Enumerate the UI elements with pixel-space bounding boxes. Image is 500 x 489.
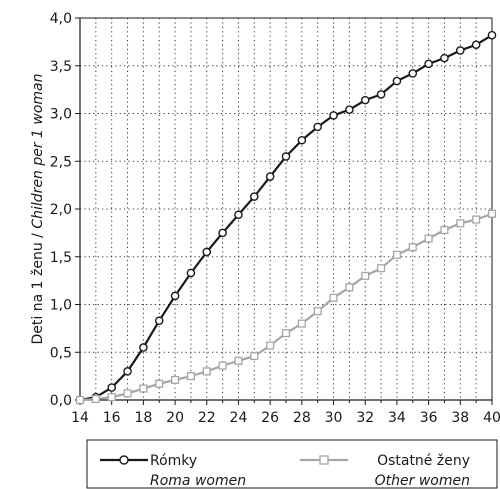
legend: Rómky Roma women Ostatné ženy Other wome… [86,439,498,489]
y-axis-label: Deti na 1 ženu / Children per 1 woman [30,73,46,344]
data-point-other [266,341,275,350]
data-point-other [202,367,211,376]
data-point-other [377,264,386,273]
legend-marker-other [319,455,329,465]
data-point-other [297,319,306,328]
data-point-other [75,395,85,405]
data-point-roma [107,383,116,392]
data-point-other [361,271,370,280]
data-point-other [440,225,449,235]
legend-label-roma: Rómky [150,453,197,469]
x-tick-label: 14 [71,410,89,426]
data-point-other [392,250,401,259]
data-point-other [234,356,243,365]
x-tick-label: 38 [451,410,469,426]
data-point-other [250,352,259,361]
y-tick-label: 2,5 [50,154,72,170]
data-point-other [218,361,227,370]
data-point-other [281,329,291,338]
y-axis-label-sk: Deti na 1 ženu [30,242,46,344]
y-tick-label: 1,0 [50,298,72,314]
data-point-other [171,375,180,384]
data-point-roma [250,192,259,201]
data-point-other [408,243,417,252]
x-tick-label: 30 [325,410,343,426]
data-point-other [456,219,465,228]
data-point-roma [345,105,354,114]
data-point-roma [456,46,465,55]
data-point-roma [313,122,322,132]
x-tick-label: 36 [420,410,438,426]
x-tick-label: 26 [261,410,279,426]
legend-box [86,439,498,489]
data-point-roma [329,111,338,120]
data-point-roma [376,90,386,99]
y-tick-label: 3,5 [50,59,72,75]
data-point-roma [392,76,402,86]
x-tick-label: 40 [483,410,500,426]
x-tick-labels: 14 16 18 20 22 24 26 28 30 32 34 36 38 40 [71,400,500,426]
data-point-other [345,283,354,292]
data-point-other [424,234,433,243]
data-point-other [107,393,116,402]
data-point-roma [424,59,433,69]
y-tick-labels: 0,0 0,5 1,0 1,5 2,0 2,5 3,0 3,5 4,0 [50,11,80,409]
data-point-other [472,215,481,224]
x-tick-label: 16 [103,410,121,426]
data-point-other [329,293,338,302]
legend-label-roma-en: Roma women [150,473,246,489]
data-point-roma [440,53,449,63]
x-tick-label: 24 [230,410,248,426]
data-point-other [123,389,132,398]
y-tick-label: 4,0 [50,11,72,27]
data-point-roma [170,291,180,301]
y-axis-label-en: Children per 1 woman [30,73,46,228]
y-tick-label: 3,0 [50,107,72,123]
data-point-other [313,307,322,316]
data-point-other [139,384,148,393]
x-tick-label: 32 [356,410,374,426]
legend-label-other: Ostatné ženy [377,453,470,469]
y-axis-label-separator: / [30,229,46,243]
data-point-roma [218,228,227,238]
data-point-roma [234,210,243,220]
legend-marker-roma [119,455,129,465]
data-point-roma [487,30,497,40]
series [75,30,497,405]
series-other [75,209,497,405]
data-point-roma [281,152,291,161]
data-point-roma [123,367,132,376]
data-point-roma [297,135,307,145]
data-point-roma [265,172,275,181]
x-tick-label: 20 [166,410,184,426]
data-point-other [91,394,100,404]
data-point-other [186,372,195,381]
y-tick-label: 0,5 [50,345,72,361]
data-point-roma [139,343,148,352]
data-point-roma [202,247,212,257]
data-point-roma [408,69,418,78]
x-tick-label: 22 [198,410,216,426]
legend-label-other-en: Other women [375,473,470,489]
x-tick-label: 34 [388,410,406,426]
data-point-roma [471,40,481,50]
data-point-other [487,209,497,218]
y-tick-label: 0,0 [50,393,72,409]
x-tick-label: 18 [134,410,152,426]
x-tick-label: 28 [293,410,311,426]
data-point-roma [186,268,196,278]
data-point-other [155,379,164,388]
y-tick-label: 1,5 [50,250,72,266]
data-point-roma [360,95,370,105]
y-tick-label: 2,0 [50,202,72,218]
series-roma [75,30,497,405]
data-point-roma [154,316,164,326]
